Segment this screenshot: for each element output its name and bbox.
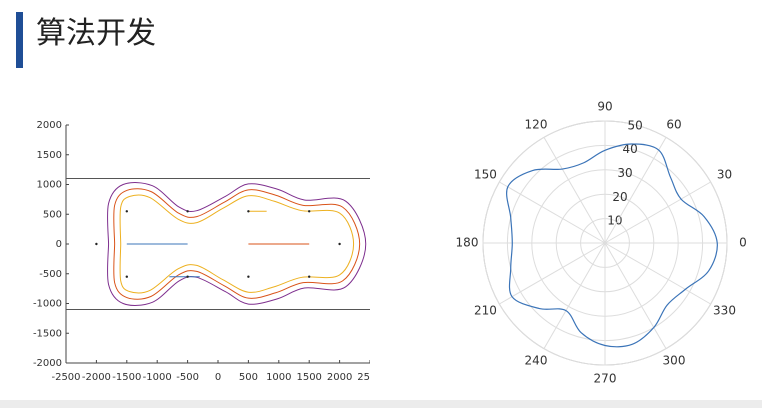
page-title: 算法开发 bbox=[36, 16, 156, 51]
marker bbox=[308, 275, 311, 278]
theta-tick-label: 120 bbox=[525, 118, 548, 132]
r-tick-label: 40 bbox=[622, 142, 637, 156]
y-tick-label: -1000 bbox=[33, 299, 62, 310]
marker bbox=[125, 275, 128, 278]
grid-circle bbox=[506, 144, 704, 342]
marker bbox=[186, 275, 189, 278]
title-bar bbox=[16, 12, 23, 68]
theta-tick-label: 300 bbox=[663, 353, 686, 367]
line-chart: -2000-1500-1000-5000500100015002000-2500… bbox=[33, 120, 370, 383]
polar-line bbox=[506, 143, 718, 348]
line-series bbox=[119, 194, 355, 294]
grid-spoke bbox=[604, 242, 711, 305]
y-tick-label: -2000 bbox=[33, 358, 62, 369]
y-tick-label: 0 bbox=[56, 239, 62, 250]
grid-circle bbox=[482, 120, 728, 366]
marker bbox=[308, 210, 311, 213]
footer-band bbox=[0, 400, 762, 408]
grid-spoke bbox=[543, 242, 606, 349]
grid-spoke bbox=[499, 242, 606, 305]
theta-tick-label: 180 bbox=[456, 236, 479, 250]
theta-tick-label: 0 bbox=[739, 236, 747, 250]
x-tick-label: 1000 bbox=[266, 372, 291, 383]
x-tick-label: 500 bbox=[239, 372, 258, 383]
x-tick-label: -2500 bbox=[51, 372, 80, 383]
theta-tick-label: 90 bbox=[597, 100, 612, 114]
grid-spoke bbox=[604, 137, 667, 244]
x-tick-label: 1500 bbox=[296, 372, 321, 383]
x-tick-label: -1000 bbox=[143, 372, 172, 383]
theta-tick-label: 60 bbox=[666, 118, 681, 132]
y-tick-label: 1000 bbox=[37, 180, 62, 191]
grid-spoke bbox=[499, 181, 606, 244]
y-tick-label: 2000 bbox=[37, 120, 62, 131]
marker bbox=[95, 242, 98, 246]
line-series bbox=[113, 188, 361, 300]
y-tick-label: -1500 bbox=[33, 328, 62, 339]
marker bbox=[125, 210, 128, 213]
theta-tick-label: 150 bbox=[474, 168, 497, 182]
r-tick-label: 20 bbox=[612, 190, 627, 204]
theta-tick-label: 240 bbox=[525, 353, 548, 367]
r-tick-label: 50 bbox=[628, 118, 643, 132]
grid-circle bbox=[531, 169, 679, 317]
r-tick-label: 10 bbox=[607, 214, 622, 228]
y-tick-label: 500 bbox=[43, 209, 62, 220]
x-tick-label: 2000 bbox=[327, 372, 352, 383]
grid-circle bbox=[555, 193, 655, 293]
marker bbox=[247, 275, 250, 278]
x-tick-label: 2500 bbox=[357, 372, 370, 383]
theta-tick-label: 270 bbox=[594, 372, 617, 386]
y-tick-label: 1500 bbox=[37, 150, 62, 161]
theta-tick-label: 330 bbox=[713, 304, 736, 318]
x-tick-label: -2000 bbox=[82, 372, 111, 383]
x-tick-label: -1500 bbox=[112, 372, 141, 383]
grid-circle bbox=[580, 218, 630, 268]
r-tick-label: 30 bbox=[617, 166, 632, 180]
grid-spoke bbox=[604, 181, 711, 244]
marker bbox=[186, 210, 189, 213]
y-tick-label: -500 bbox=[39, 269, 62, 280]
x-tick-label: -500 bbox=[176, 372, 199, 383]
marker bbox=[338, 242, 341, 246]
theta-tick-label: 30 bbox=[717, 168, 732, 182]
grid-spoke bbox=[543, 137, 606, 244]
line-series bbox=[106, 182, 367, 306]
grid-spoke bbox=[604, 242, 667, 349]
theta-tick-label: 210 bbox=[474, 304, 497, 318]
polar-frame bbox=[482, 120, 728, 366]
marker bbox=[247, 210, 250, 213]
x-tick-label: 0 bbox=[215, 372, 221, 383]
